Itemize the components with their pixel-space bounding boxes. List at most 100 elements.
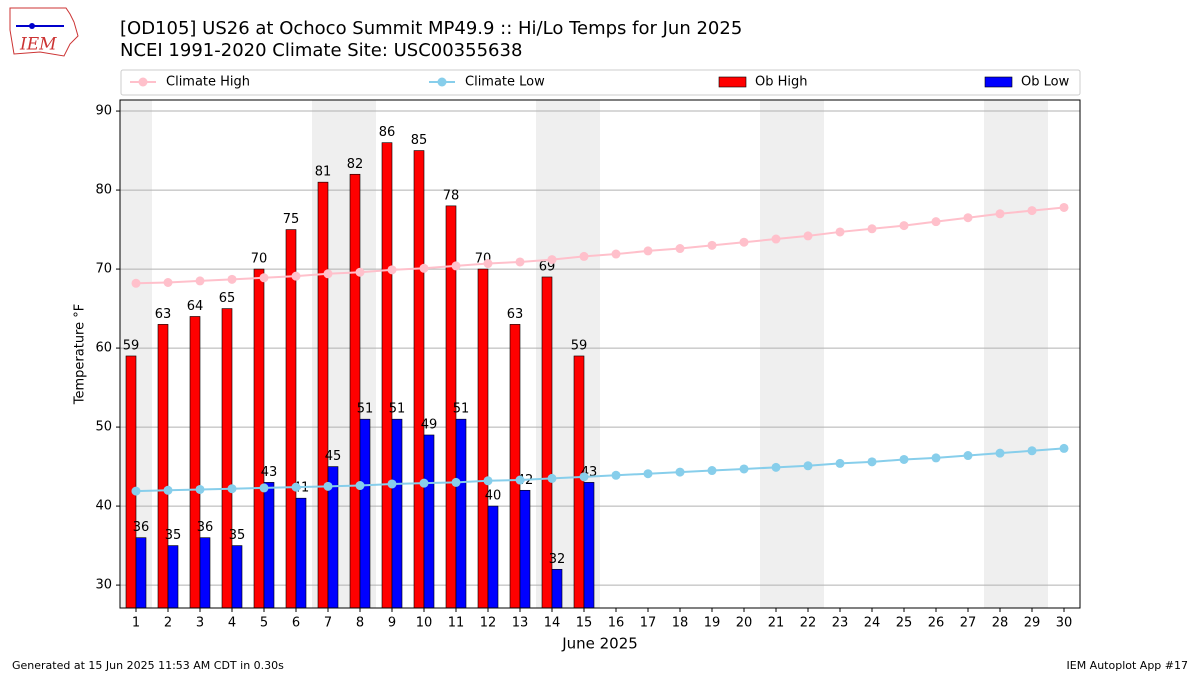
legend-box (120, 69, 1081, 96)
x-tick-label: 5 (260, 616, 268, 631)
bar (519, 489, 531, 609)
marker (419, 263, 429, 273)
data-label: 78 (443, 188, 460, 203)
marker (1027, 206, 1037, 216)
marker (163, 278, 173, 288)
marker (803, 461, 813, 471)
marker (931, 217, 941, 227)
bar (263, 482, 275, 609)
x-tick-label: 17 (640, 616, 657, 631)
marker (579, 472, 589, 482)
legend-label: Ob High (755, 75, 808, 90)
marker (323, 269, 333, 279)
marker (707, 240, 717, 250)
x-tick-label: 19 (704, 616, 721, 631)
data-label: 32 (549, 552, 566, 567)
data-label: 45 (325, 449, 342, 464)
y-tick-label: 40 (95, 499, 112, 514)
x-tick-label: 12 (480, 616, 497, 631)
marker (355, 481, 365, 491)
marker (899, 221, 909, 231)
x-tick-label: 23 (832, 616, 849, 631)
x-tick-label: 15 (576, 616, 593, 631)
data-label: 36 (197, 520, 214, 535)
marker (419, 478, 429, 488)
data-label: 40 (485, 489, 502, 504)
marker (771, 234, 781, 244)
marker (643, 246, 653, 256)
x-tick-label: 9 (388, 616, 396, 631)
bar (349, 173, 361, 609)
marker (323, 481, 333, 491)
marker (259, 273, 269, 283)
x-tick-label: 18 (672, 616, 689, 631)
bar (125, 355, 137, 609)
bar (583, 482, 595, 609)
y-tick-label: 60 (95, 341, 112, 356)
x-tick-label: 14 (544, 616, 561, 631)
data-label: 51 (357, 402, 374, 417)
bar (359, 418, 371, 609)
data-label: 51 (453, 402, 470, 417)
marker (1027, 446, 1037, 456)
logo-outline (9, 7, 79, 57)
x-tick-label: 13 (512, 616, 529, 631)
data-label: 82 (347, 157, 364, 172)
marker (387, 479, 397, 489)
marker (739, 464, 749, 474)
chart-subtitle: NCEI 1991-2020 Climate Site: USC00355638 (120, 40, 522, 61)
x-axis-label: June 2025 (561, 635, 638, 653)
marker (1059, 443, 1069, 453)
x-tick-label: 30 (1056, 616, 1073, 631)
bar (423, 434, 435, 609)
bar (509, 324, 521, 609)
y-tick-label: 90 (95, 104, 112, 119)
marker (547, 255, 557, 265)
data-label: 63 (155, 307, 172, 322)
marker (867, 224, 877, 234)
marker (899, 454, 909, 464)
bar (551, 568, 563, 609)
marker (451, 261, 461, 271)
x-tick-label: 2 (164, 616, 172, 631)
bar (573, 355, 585, 609)
marker (291, 482, 301, 492)
bar (413, 150, 425, 609)
marker (483, 476, 493, 486)
marker (131, 486, 141, 496)
marker (579, 251, 589, 261)
bar (391, 418, 403, 609)
weekend-shade (1016, 100, 1048, 608)
marker (227, 484, 237, 494)
marker (227, 274, 237, 284)
bar (199, 537, 211, 609)
marker (835, 227, 845, 237)
marker (515, 475, 525, 485)
marker (739, 237, 749, 247)
marker (131, 278, 141, 288)
x-tick-label: 27 (960, 616, 977, 631)
legend-marker (437, 77, 447, 87)
line (135, 447, 1065, 493)
bar (231, 545, 243, 609)
bar (295, 497, 307, 609)
marker (291, 271, 301, 281)
y-tick-label: 70 (95, 262, 112, 277)
data-label: 75 (283, 212, 300, 227)
marker (1059, 202, 1069, 212)
legend-label: Climate High (166, 75, 250, 90)
data-label: 81 (315, 165, 332, 180)
bar (381, 142, 393, 609)
bar (487, 505, 499, 609)
data-label: 36 (133, 520, 150, 535)
data-label: 64 (187, 299, 204, 314)
marker (995, 448, 1005, 458)
y-tick-label: 30 (95, 578, 112, 593)
x-tick-label: 25 (896, 616, 913, 631)
x-tick-label: 28 (992, 616, 1009, 631)
logo: IEM (9, 7, 79, 57)
data-label: 59 (571, 338, 588, 353)
marker (643, 469, 653, 479)
y-tick-label: 50 (95, 420, 112, 435)
marker (483, 259, 493, 269)
